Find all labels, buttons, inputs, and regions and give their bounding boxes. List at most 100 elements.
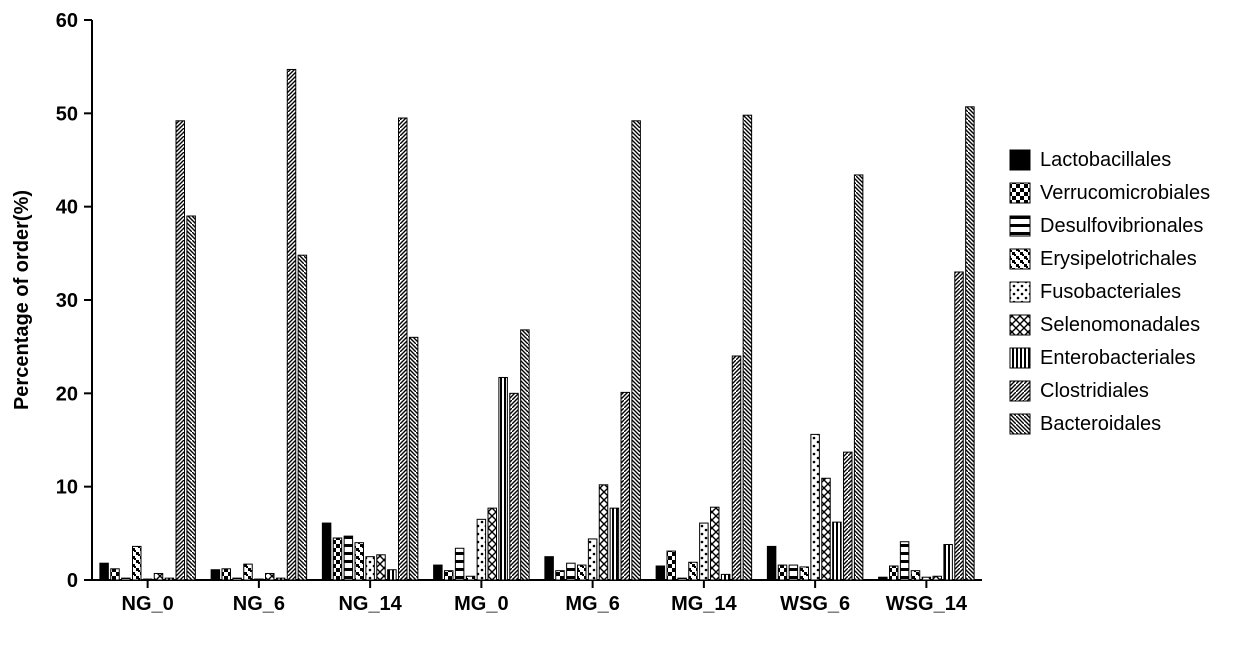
bar-erysipelotrichales xyxy=(355,543,363,580)
x-tick-label: MG_14 xyxy=(671,593,737,615)
bar-verrucomicrobiales xyxy=(444,571,452,580)
bar-bacteroidales xyxy=(854,175,862,580)
bar-bacteroidales xyxy=(409,337,417,580)
bar-selenomonadales xyxy=(933,576,941,580)
x-tick-label: MG_6 xyxy=(565,593,619,615)
bar-desulfovibrionales xyxy=(567,563,575,580)
bar-erysipelotrichales xyxy=(244,564,252,580)
bar-desulfovibrionales xyxy=(900,542,908,580)
bar-clostridiales xyxy=(844,452,852,580)
x-tick-label: NG_14 xyxy=(338,593,402,615)
bar-fusobacteriales xyxy=(366,557,374,580)
legend-swatch xyxy=(1010,282,1030,302)
legend-label: Clostridiales xyxy=(1040,380,1149,402)
bar-selenomonadales xyxy=(377,555,385,580)
bar-enterobacteriales xyxy=(276,578,284,580)
x-tick-label: WSG_6 xyxy=(780,593,850,615)
bar-selenomonadales xyxy=(599,485,607,580)
bar-selenomonadales xyxy=(154,573,162,580)
legend-label: Bacteroidales xyxy=(1040,413,1161,435)
bar-clostridiales xyxy=(621,392,629,580)
chart-stage: 0102030405060Percentage of order(%)NG_0N… xyxy=(0,0,1240,650)
bar-erysipelotrichales xyxy=(466,576,474,580)
bar-lactobacillales xyxy=(434,565,442,580)
chart-svg: 0102030405060Percentage of order(%)NG_0N… xyxy=(0,0,1240,650)
bar-bacteroidales xyxy=(298,255,306,580)
legend-swatch xyxy=(1010,315,1030,335)
bar-lactobacillales xyxy=(656,566,664,580)
bar-fusobacteriales xyxy=(588,539,596,580)
x-tick-label: WSG_14 xyxy=(886,593,968,615)
y-tick-label: 20 xyxy=(56,383,78,405)
bar-verrucomicrobiales xyxy=(111,569,119,580)
bar-fusobacteriales xyxy=(143,579,151,580)
bar-clostridiales xyxy=(732,356,740,580)
bar-enterobacteriales xyxy=(165,578,173,580)
bar-desulfovibrionales xyxy=(122,578,130,580)
x-tick-label: NG_0 xyxy=(122,593,174,615)
bar-verrucomicrobiales xyxy=(556,571,564,580)
bar-lactobacillales xyxy=(322,523,330,580)
x-tick-label: MG_0 xyxy=(454,593,508,615)
legend-swatch xyxy=(1010,348,1030,368)
bar-selenomonadales xyxy=(822,478,830,580)
bar-verrucomicrobiales xyxy=(222,569,230,580)
bar-erysipelotrichales xyxy=(689,562,697,580)
bar-lactobacillales xyxy=(767,546,775,580)
bar-bacteroidales xyxy=(521,330,529,580)
bar-verrucomicrobiales xyxy=(889,566,897,580)
bar-selenomonadales xyxy=(488,508,496,580)
bar-enterobacteriales xyxy=(833,522,841,580)
bar-bacteroidales xyxy=(632,121,640,580)
bar-desulfovibrionales xyxy=(789,565,797,580)
legend-label: Lactobacillales xyxy=(1040,149,1171,171)
bar-desulfovibrionales xyxy=(455,548,463,580)
bar-fusobacteriales xyxy=(477,519,485,580)
bar-fusobacteriales xyxy=(922,577,930,580)
bar-clostridiales xyxy=(399,118,407,580)
y-tick-label: 10 xyxy=(56,477,78,499)
y-tick-label: 50 xyxy=(56,103,78,125)
legend-label: Erysipelotrichales xyxy=(1040,248,1197,270)
bar-clostridiales xyxy=(955,272,963,580)
bar-selenomonadales xyxy=(711,507,719,580)
bar-verrucomicrobiales xyxy=(667,551,675,580)
bar-clostridiales xyxy=(176,121,184,580)
bar-enterobacteriales xyxy=(610,508,618,580)
legend-swatch xyxy=(1010,216,1030,236)
y-tick-label: 30 xyxy=(56,290,78,312)
bar-lactobacillales xyxy=(211,570,219,580)
bar-lactobacillales xyxy=(100,563,108,580)
bar-enterobacteriales xyxy=(499,377,507,580)
bar-bacteroidales xyxy=(966,107,974,580)
bar-erysipelotrichales xyxy=(800,567,808,580)
bar-desulfovibrionales xyxy=(678,578,686,580)
bar-verrucomicrobiales xyxy=(333,538,341,580)
bar-bacteroidales xyxy=(187,216,195,580)
bar-bacteroidales xyxy=(743,115,751,580)
bar-erysipelotrichales xyxy=(133,546,141,580)
y-tick-label: 60 xyxy=(56,10,78,32)
legend-label: Fusobacteriales xyxy=(1040,281,1181,303)
y-tick-label: 40 xyxy=(56,197,78,219)
legend-swatch xyxy=(1010,249,1030,269)
bar-desulfovibrionales xyxy=(233,578,241,580)
bar-verrucomicrobiales xyxy=(778,565,786,580)
bar-desulfovibrionales xyxy=(344,536,352,580)
bar-fusobacteriales xyxy=(811,434,819,580)
bar-lactobacillales xyxy=(879,577,887,580)
bar-clostridiales xyxy=(287,69,295,580)
legend-swatch xyxy=(1010,150,1030,170)
bar-enterobacteriales xyxy=(388,570,396,580)
bar-enterobacteriales xyxy=(944,545,952,580)
legend-swatch xyxy=(1010,381,1030,401)
legend-swatch xyxy=(1010,414,1030,434)
y-tick-label: 0 xyxy=(67,570,78,592)
bar-fusobacteriales xyxy=(700,523,708,580)
bar-fusobacteriales xyxy=(255,579,263,580)
legend-swatch xyxy=(1010,183,1030,203)
legend-label: Verrucomicrobiales xyxy=(1040,182,1210,204)
bar-erysipelotrichales xyxy=(578,565,586,580)
bar-clostridiales xyxy=(510,393,518,580)
legend-label: Desulfovibrionales xyxy=(1040,215,1203,237)
